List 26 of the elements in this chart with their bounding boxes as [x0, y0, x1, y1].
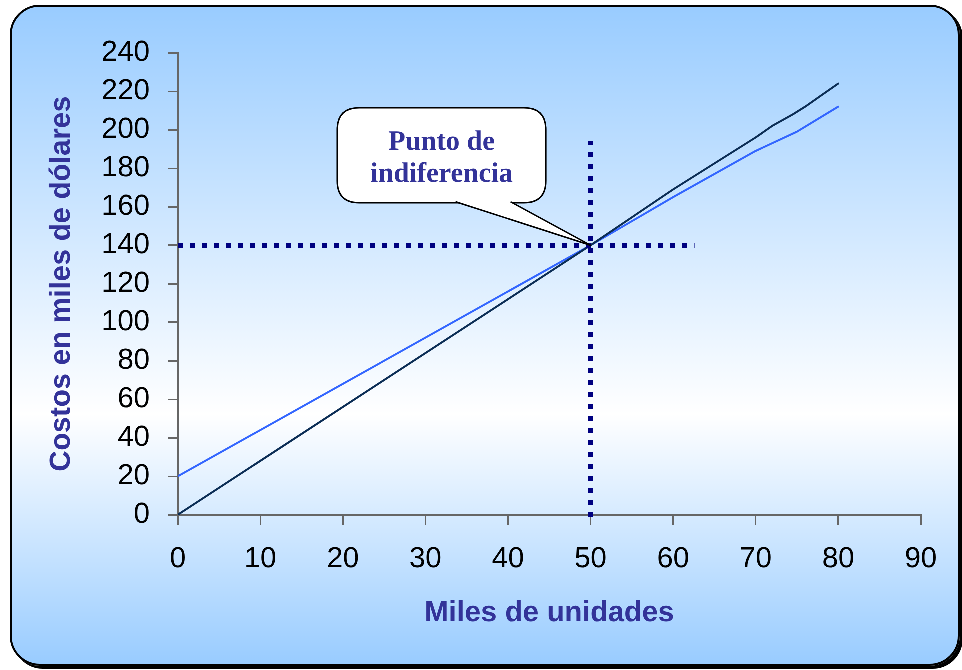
x-axis-title: Miles de unidades: [424, 596, 674, 629]
y-tick-label: 40: [118, 421, 150, 453]
x-tick-label: 40: [492, 542, 524, 574]
y-tick-label: 0: [134, 498, 150, 530]
x-tick-label: 80: [822, 542, 855, 574]
y-tick-label: 240: [102, 36, 150, 68]
x-tick-label: 60: [657, 542, 690, 574]
x-tick-label: 20: [326, 542, 360, 574]
x-tick-label: 0: [170, 542, 186, 574]
x-tick-label: 90: [904, 542, 938, 574]
y-tick-label: 60: [118, 382, 150, 414]
x-tick-label: 50: [574, 542, 607, 574]
y-tick-label: 160: [102, 190, 150, 222]
y-axis-title: Costos en miles de dólares: [45, 96, 77, 472]
y-tick-label: 220: [102, 74, 150, 106]
y-tick-label: 80: [118, 344, 150, 376]
x-tick-label: 10: [244, 542, 277, 574]
annotation: Punto de indiferencia: [369, 126, 514, 190]
x-tick-label: 70: [740, 542, 772, 574]
y-tick-label: 140: [102, 228, 150, 260]
y-tick-label: 20: [118, 460, 150, 492]
y-tick-label: 180: [102, 152, 150, 184]
y-tick-label: 100: [102, 306, 150, 338]
x-tick-label: 30: [410, 542, 442, 574]
y-tick-label: 120: [102, 267, 150, 299]
y-tick-label: 200: [102, 113, 150, 145]
